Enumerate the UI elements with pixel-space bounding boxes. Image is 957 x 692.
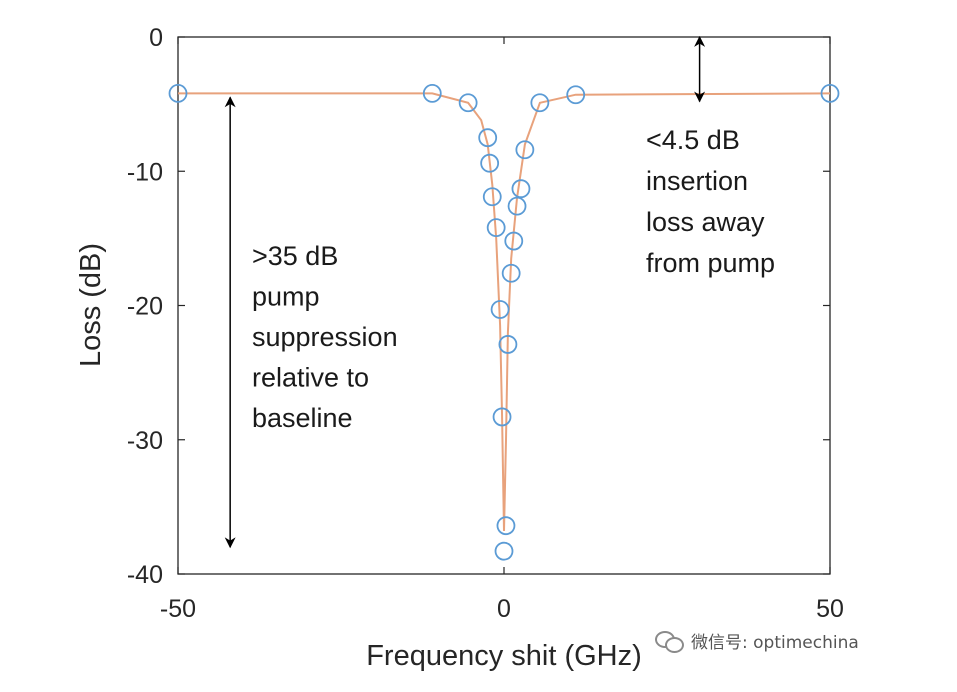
y-tick-label: -40 bbox=[127, 561, 163, 589]
insertion-loss-annotation-line: insertion bbox=[646, 166, 748, 196]
data-point bbox=[486, 218, 506, 238]
insertion-loss-annotation-line: from pump bbox=[646, 248, 775, 278]
y-tick-label: -20 bbox=[127, 293, 163, 321]
data-point bbox=[511, 179, 531, 199]
data-point bbox=[494, 541, 514, 561]
data-point bbox=[482, 187, 502, 207]
data-point bbox=[507, 196, 527, 216]
data-point bbox=[480, 153, 500, 173]
data-point bbox=[498, 335, 518, 354]
x-tick-label: 50 bbox=[816, 595, 844, 623]
fit-line-series bbox=[178, 92, 831, 532]
suppression-annotation-line: baseline bbox=[252, 403, 353, 433]
y-tick-label: 0 bbox=[149, 24, 163, 52]
watermark: 微信号: optimechina bbox=[655, 628, 859, 653]
data-point bbox=[490, 300, 510, 319]
data-point bbox=[530, 93, 550, 113]
chart-annotations: >35 dB pump suppression relative to baseline… bbox=[224, 35, 775, 549]
x-axis-ticks: -50 0 50 bbox=[160, 37, 844, 623]
data-point bbox=[492, 407, 512, 427]
data-point bbox=[820, 83, 840, 103]
data-point bbox=[422, 83, 442, 103]
data-point bbox=[478, 128, 498, 148]
data-point bbox=[515, 140, 535, 160]
y-axis-label: Loss (dB) bbox=[75, 243, 107, 367]
data-point bbox=[504, 231, 524, 251]
data-point bbox=[458, 93, 478, 113]
y-axis-ticks: 0 -10 -20 -30 -40 bbox=[127, 24, 830, 589]
insertion-loss-annotation-line: loss away bbox=[646, 207, 765, 237]
data-point bbox=[566, 85, 586, 105]
suppression-annotation-line: relative to bbox=[252, 363, 369, 393]
data-point bbox=[496, 516, 516, 536]
x-tick-label: 0 bbox=[497, 595, 511, 623]
watermark-text: 微信号: optimechina bbox=[691, 633, 859, 653]
data-point bbox=[168, 83, 188, 103]
wechat-icon bbox=[655, 629, 685, 653]
x-tick-label: -50 bbox=[160, 595, 196, 623]
suppression-annotation-line: >35 dB bbox=[252, 241, 338, 271]
insertion-loss-annotation-line: <4.5 dB bbox=[646, 125, 740, 155]
data-point bbox=[501, 263, 521, 283]
y-tick-label: -10 bbox=[127, 158, 163, 186]
x-axis-label: Frequency shit (GHz) bbox=[366, 640, 642, 672]
y-tick-label: -30 bbox=[127, 427, 163, 455]
fit-line bbox=[178, 92, 831, 532]
suppression-annotation-line: pump bbox=[252, 282, 320, 312]
suppression-annotation-line: suppression bbox=[252, 322, 398, 352]
measured-data-series bbox=[168, 83, 840, 561]
